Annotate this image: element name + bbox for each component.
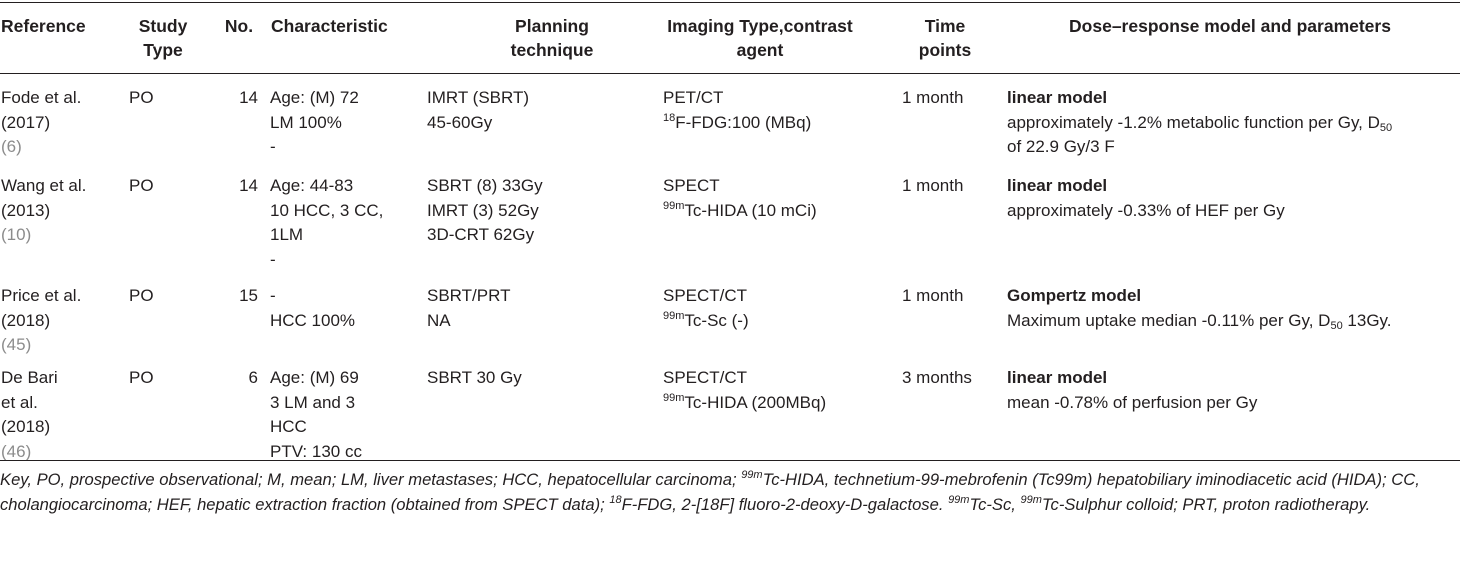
table-row-1-planning: IMRT (SBRT) 45-60Gy <box>427 88 530 132</box>
table-row-4-time: 3 months <box>902 368 972 387</box>
table-row-3-planning: SBRT/PRT NA <box>427 286 511 330</box>
header-imaging: Imaging Type,contrast agent <box>667 16 853 60</box>
reference-link[interactable]: (6) <box>1 137 22 156</box>
header-model: Dose–response model and parameters <box>1069 16 1391 36</box>
table-row-3-characteristic: - HCC 100% <box>270 286 356 330</box>
table-row-4-planning: SBRT 30 Gy <box>427 368 522 387</box>
table-row-2-reference: Wang et al. (2013) (10) <box>1 174 86 248</box>
table-row-2-study-type: PO <box>129 176 154 195</box>
table-row-3-no: 15 <box>239 286 258 305</box>
table-row-3-model: Gompertz model Maximum uptake median -0.… <box>1007 286 1392 332</box>
header-reference: Reference <box>1 16 86 36</box>
table-row-4-study-type: PO <box>129 368 154 387</box>
table-row-3-time: 1 month <box>902 286 964 305</box>
table-row-1-characteristic: Age: (M) 72 LM 100% - <box>270 88 359 156</box>
table-row-1-reference: Fode et al. (2017) (6) <box>1 86 81 160</box>
table-row-1-study-type: PO <box>129 88 154 107</box>
table-row-3-study-type: PO <box>129 286 154 305</box>
table-row-4-no: 6 <box>248 368 258 387</box>
table-row-2-planning: SBRT (8) 33Gy IMRT (3) 52Gy 3D-CRT 62Gy <box>427 176 543 244</box>
table-row-3-imaging: SPECT/CT 99mTc-Sc (-) <box>663 286 749 330</box>
table-row-2-imaging: SPECT 99mTc-HIDA (10 mCi) <box>663 176 817 220</box>
table-row-2-time: 1 month <box>902 176 964 195</box>
table-row-1-model: linear model approximately -1.2% metabol… <box>1007 88 1393 156</box>
reference-link[interactable]: (45) <box>1 335 32 354</box>
header-planning: Planning technique <box>510 16 594 60</box>
table-row-4-model: linear model mean -0.78% of perfusion pe… <box>1007 368 1258 412</box>
table-bottom-rule <box>0 460 1460 461</box>
table-header-rule <box>0 73 1460 74</box>
reference-link[interactable]: (46) <box>1 441 32 461</box>
table-row-1-no: 14 <box>239 88 258 107</box>
table-row-1-imaging: PET/CT 18F-FDG:100 (MBq) <box>663 88 812 132</box>
table-row-2-characteristic: Age: 44-83 10 HCC, 3 CC, 1LM - <box>270 176 384 269</box>
header-time: Time points <box>918 16 972 60</box>
reference-link[interactable]: (10) <box>1 225 32 244</box>
header-study-type: Study Type <box>138 16 188 60</box>
table-row-2-model: linear model approximately -0.33% of HEF… <box>1007 176 1285 220</box>
table-row-4-imaging: SPECT/CT 99mTc-HIDA (200MBq) <box>663 368 827 412</box>
header-no: No. <box>224 16 254 36</box>
table-row-4-reference: De Bari et al. (2018) (46) <box>1 366 58 464</box>
table-row-2-no: 14 <box>239 176 258 195</box>
table-top-rule <box>0 2 1460 3</box>
table-row-1-time: 1 month <box>902 88 964 107</box>
table-row-3-reference: Price et al. (2018) (45) <box>1 284 81 358</box>
table-footnote: Key, PO, prospective observational; M, m… <box>0 469 1420 514</box>
header-characteristic: Characteristic <box>271 16 388 36</box>
table-row-4-characteristic: Age: (M) 69 3 LM and 3 HCC PTV: 130 cc <box>270 368 362 461</box>
